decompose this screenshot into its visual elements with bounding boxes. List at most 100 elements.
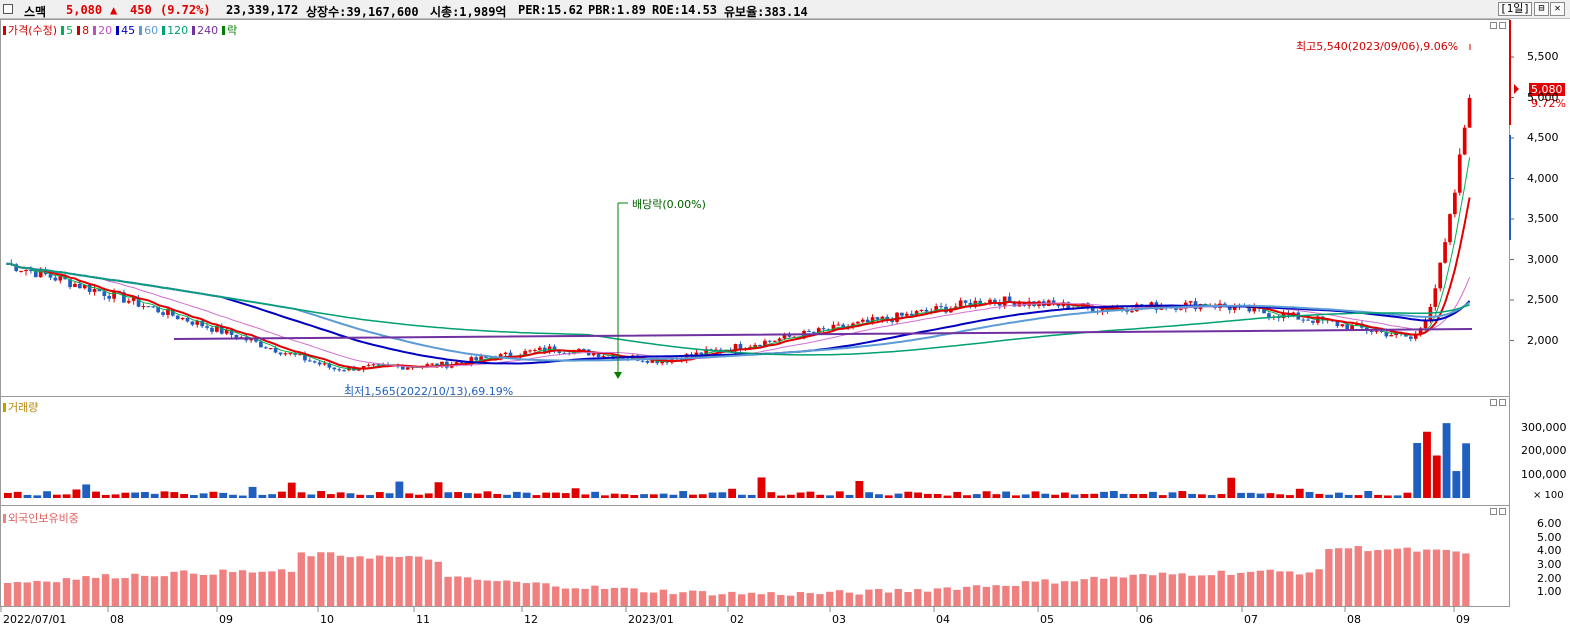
foreign-tick: 2.00 (1537, 571, 1562, 585)
pane-minimize-icon[interactable] (1490, 22, 1497, 29)
price-candle (175, 315, 180, 320)
price-candle (1066, 302, 1071, 310)
price-candle (1335, 321, 1340, 327)
price-candle (537, 347, 542, 350)
price-candle (1340, 324, 1345, 327)
foreign-ratio-bar (679, 592, 687, 606)
volume-bar (875, 494, 883, 498)
price-candle (1267, 313, 1271, 318)
foreign-ratio-bar (620, 587, 628, 606)
volume-bar (923, 493, 932, 498)
price-candle (763, 340, 767, 347)
pane-minimize-icon[interactable] (1490, 399, 1497, 406)
price-candle (484, 356, 488, 358)
volume-bar (1276, 494, 1285, 498)
price-candle (611, 354, 616, 359)
pane-maximize-icon[interactable] (1499, 508, 1506, 515)
volume-bar (454, 492, 463, 498)
legend-item[interactable]: 45 (116, 24, 135, 37)
volume-bar (933, 494, 942, 498)
foreign-ratio-bar (708, 595, 716, 606)
volume-bar (1217, 494, 1226, 498)
volume-bar (1305, 491, 1314, 498)
foreign-ratio-bar (1364, 551, 1372, 606)
moving-average-line (6, 157, 1471, 370)
volume-bar (248, 486, 257, 498)
date-tick: 05 (1040, 613, 1054, 626)
price-candle (24, 270, 28, 272)
legend-item[interactable]: 가격(수정) (3, 24, 57, 37)
volume-bar (1315, 493, 1324, 498)
date-tick: 12 (524, 613, 538, 626)
legend-item[interactable]: 240 (192, 24, 218, 37)
period-button[interactable]: [1일] (1498, 2, 1532, 16)
volume-bar (405, 493, 414, 498)
price-candle (812, 332, 816, 334)
volume-bar (1256, 493, 1265, 498)
price-candle (1247, 305, 1252, 312)
price-candle (1462, 127, 1467, 155)
legend-marker (77, 26, 81, 35)
close-icon[interactable]: ✕ (1550, 2, 1565, 16)
foreign-ratio-bar (463, 577, 472, 606)
legend-item[interactable]: 20 (93, 24, 112, 37)
price-candle (122, 292, 126, 303)
price-candle (904, 313, 909, 316)
legend-item[interactable]: 120 (162, 24, 188, 37)
price-candle (19, 270, 23, 272)
price-candle (254, 339, 258, 342)
legend-item[interactable]: 60 (139, 24, 158, 37)
volume-value: 23,339,172 (226, 3, 299, 17)
volume-bar (1295, 488, 1304, 498)
legend-item[interactable]: 8 (77, 24, 89, 37)
foreign-ratio-bar (522, 583, 531, 606)
price-candle (714, 349, 718, 351)
price-tick: 5,500 (1527, 50, 1559, 63)
select-checkbox[interactable] (3, 4, 13, 14)
foreign-tick: 1.00 (1537, 585, 1562, 599)
volume-bar (111, 494, 120, 498)
legend-marker (3, 26, 6, 35)
volume-bar (1100, 491, 1108, 498)
moving-average-line (173, 328, 1473, 340)
foreign-ratio-bar (1021, 581, 1030, 606)
price-candle (694, 352, 699, 356)
foreign-ratio-bar (278, 569, 286, 606)
price-candle (1408, 336, 1413, 339)
foreign-ratio-bar (121, 578, 129, 606)
volume-bar (1158, 495, 1167, 498)
price-candle (112, 290, 116, 299)
price-candle (1301, 319, 1306, 321)
volume-bar (1354, 495, 1363, 498)
price-candle (645, 361, 650, 363)
legend-item[interactable]: 락 (222, 24, 237, 37)
price-candle (640, 360, 645, 362)
price-tick: 2,000 (1527, 333, 1559, 347)
price-candle (263, 347, 268, 349)
foreign-ratio-bar (786, 595, 795, 606)
pane-minimize-icon[interactable] (1490, 508, 1497, 515)
volume-bar (1237, 492, 1245, 498)
price-candle (1384, 331, 1389, 337)
price-candle (68, 279, 72, 288)
volume-bar (591, 491, 600, 498)
price-candle (161, 312, 165, 315)
volume-bar (943, 495, 952, 498)
price-candle (1090, 306, 1095, 312)
foreign-ratio-bar (992, 585, 1000, 606)
price-candle (1350, 324, 1354, 330)
foreign-ratio-bar (943, 587, 951, 606)
legend-item[interactable]: 5 (61, 24, 73, 37)
price-candle (772, 340, 777, 342)
foreign-ratio-bar (23, 582, 31, 606)
price-candle (870, 317, 875, 323)
foreign-ratio-bar (141, 575, 149, 606)
foreign-ratio-bar (1354, 546, 1362, 606)
pane-maximize-icon[interactable] (1499, 399, 1506, 406)
foreign-ratio-pane[interactable] (0, 505, 1510, 607)
price-candle (826, 329, 831, 331)
volume-bar (13, 491, 22, 498)
pane-maximize-icon[interactable] (1499, 22, 1506, 29)
price-candle (317, 362, 322, 365)
restore-icon[interactable]: ⊟ (1534, 2, 1549, 16)
